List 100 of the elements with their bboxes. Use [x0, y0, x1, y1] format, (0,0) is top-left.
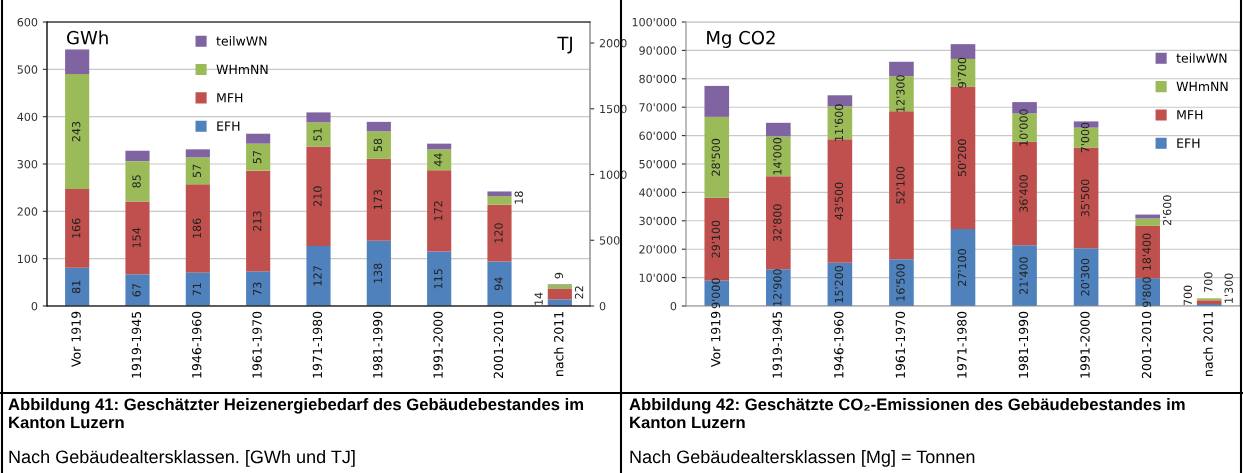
data-label: 9'000 — [711, 278, 720, 309]
y-axis-title: Mg CO2 — [707, 30, 775, 48]
data-label: 21'400 — [1019, 257, 1028, 294]
y-tick-label: 10'000 — [639, 273, 677, 282]
data-label: 166 — [71, 218, 81, 238]
y2-tick-label: 0 — [599, 301, 606, 311]
data-label: 50'200 — [957, 139, 967, 177]
text: Nach Gebäudealtersklassen. [GWh und TJ] — [9, 450, 355, 467]
x-tick-label: 1991-2000 — [433, 311, 443, 378]
data-label: 172 — [433, 201, 443, 221]
data-label: 186 — [192, 218, 202, 238]
data-label: 15'200 — [834, 265, 844, 303]
x-tick-label: 1919-1945 — [772, 311, 782, 378]
legend-label: EFH — [1177, 138, 1200, 148]
data-label: 14 — [534, 292, 543, 305]
data-label: 9 — [554, 272, 564, 279]
data-label: 127 — [313, 266, 322, 286]
y-tick-label: 30'000 — [639, 216, 677, 226]
data-label: 115 — [434, 269, 443, 289]
data-label: 120 — [494, 223, 503, 243]
x-tick-label: nach 2011 — [553, 312, 564, 376]
text: Abbildung 42: Geschätzte CO₂-Emissionen des Gebäudebestandes im Kanton Luzern — [629, 398, 1185, 429]
y-tick-label: 200 — [17, 207, 38, 216]
legend-label: MFH — [217, 93, 243, 103]
y-axis-title: GWh — [67, 30, 108, 45]
data-label: 35'500 — [1080, 179, 1090, 217]
data-label: 12'900 — [773, 269, 782, 306]
data-label: 243 — [71, 121, 81, 142]
x-tick-label: 1981-1990 — [373, 311, 383, 378]
y-tick-label: 0 — [31, 301, 38, 311]
data-label: 28'500 — [711, 138, 720, 176]
data-label: 73 — [252, 282, 262, 295]
data-label: 52'100 — [896, 166, 905, 204]
x-tick-label: 1971-1980 — [957, 311, 967, 378]
data-label: 10'000 — [1019, 109, 1028, 146]
data-label: 12'300 — [896, 75, 905, 112]
data-label: 14'000 — [773, 137, 782, 175]
y2-axis-title: TJ — [557, 36, 572, 54]
data-label: 7'000 — [1080, 122, 1090, 153]
text: Abbildung 41: Geschätzter Heizenergiebedarf des Gebäudebestandes im Kanton Luzern — [8, 398, 584, 429]
legend-label: WHmNN — [216, 64, 268, 74]
y-tick-label: 100'000 — [632, 17, 677, 27]
data-label: 154 — [132, 227, 141, 248]
data-label: 57 — [253, 151, 262, 164]
data-label: 71 — [192, 283, 201, 296]
y-tick-label: 20'000 — [639, 245, 677, 254]
data-label: 1'300 — [1224, 273, 1233, 303]
data-label: 9'800 — [1142, 277, 1151, 308]
x-tick-label: 1946-1960 — [192, 311, 202, 378]
y-tick-label: 60'000 — [639, 131, 677, 140]
data-label: 29'100 — [711, 220, 720, 258]
y-tick-label: 90'000 — [639, 46, 677, 55]
data-label: 67 — [132, 284, 141, 297]
data-label: 210 — [313, 186, 322, 206]
legend-label: teilwWN — [216, 36, 267, 46]
y-tick-label: 300 — [17, 159, 38, 169]
data-label: 22 — [574, 286, 584, 299]
data-label: 173 — [373, 190, 383, 210]
x-tick-label: 1961-1970 — [895, 311, 906, 378]
x-tick-label: 1991-2000 — [1080, 311, 1090, 378]
data-label: 18'400 — [1142, 233, 1151, 271]
data-label: 27'100 — [957, 249, 967, 286]
y-tick-label: 40'000 — [639, 188, 677, 197]
y-tick-label: 50'000 — [639, 159, 677, 169]
y-tick-label: 400 — [17, 112, 38, 122]
data-label: 43'500 — [834, 182, 844, 220]
data-label: 51 — [313, 128, 322, 141]
legend-label: MFH — [1177, 110, 1203, 120]
data-label: 36'400 — [1019, 175, 1028, 212]
data-label: 57 — [192, 164, 202, 178]
data-label: 9'700 — [957, 57, 967, 88]
data-label: 138 — [373, 263, 383, 283]
legend-label: WHmNN — [1176, 81, 1228, 91]
data-label: 85 — [132, 175, 141, 188]
y-tick-label: 500 — [17, 65, 38, 74]
data-label: 700 — [1204, 272, 1213, 292]
x-tick-label: 1919-1945 — [131, 311, 142, 378]
data-label: 81 — [71, 280, 81, 294]
y-tick-label: 70'000 — [639, 103, 677, 112]
legend-label: EFH — [217, 121, 240, 131]
text: Nach Gebäudealtersklassen [Mg] = Tonnen — [630, 450, 975, 467]
y-tick-label: 600 — [17, 17, 38, 27]
x-tick-label: 1981-1990 — [1018, 311, 1029, 378]
data-label: 32'800 — [773, 204, 782, 242]
x-tick-label: nach 2011 — [1203, 312, 1213, 376]
x-tick-label: 1961-1970 — [252, 311, 262, 378]
y-tick-label: 0 — [670, 301, 677, 311]
x-tick-label: 1971-1980 — [312, 311, 323, 378]
data-label: 58 — [373, 138, 383, 152]
data-label: 94 — [494, 277, 503, 291]
x-tick-label: Vor 1919 — [710, 311, 721, 367]
legend-label: teilwWN — [1176, 53, 1227, 63]
data-label: 18 — [514, 191, 523, 204]
data-label: 44 — [434, 153, 443, 167]
data-label: 11'600 — [834, 104, 844, 141]
x-tick-label: Vor 1919 — [71, 311, 81, 367]
y-tick-label: 100 — [17, 254, 38, 264]
data-label: 2'600 — [1162, 195, 1172, 226]
y2-tick-label: 500 — [599, 236, 620, 245]
data-label: 700 — [1183, 285, 1192, 306]
